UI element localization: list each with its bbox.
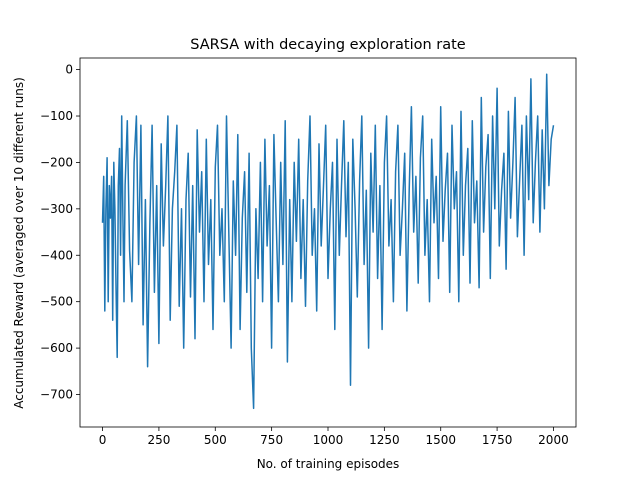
y-tick-label: −200 xyxy=(40,155,73,169)
x-axis-label: No. of training episodes xyxy=(257,457,400,471)
x-tick-label: 1750 xyxy=(482,433,513,447)
x-axis: 0 250 500 750 1000 1250 1500 1750 2000 xyxy=(99,427,569,447)
x-tick-label: 750 xyxy=(260,433,283,447)
y-tick-label: 0 xyxy=(65,63,73,77)
y-tick-label: −300 xyxy=(40,202,73,216)
y-tick-label: −100 xyxy=(40,109,73,123)
chart-title: SARSA with decaying exploration rate xyxy=(190,37,466,53)
y-tick-label: −400 xyxy=(40,248,73,262)
x-tick-label: 250 xyxy=(147,433,170,447)
series-line xyxy=(101,73,555,410)
x-tick-label: 1250 xyxy=(369,433,400,447)
x-tick-label: 1000 xyxy=(313,433,344,447)
x-tick-label: 2000 xyxy=(538,433,569,447)
y-axis-label: Accumulated Reward (averaged over 10 dif… xyxy=(12,77,26,409)
x-tick-label: 0 xyxy=(99,433,107,447)
x-tick-label: 1500 xyxy=(425,433,456,447)
plot-area xyxy=(101,73,555,410)
y-axis: 0 −100 −200 −300 −400 −500 −600 −700 xyxy=(40,63,80,402)
y-tick-label: −600 xyxy=(40,341,73,355)
y-tick-label: −500 xyxy=(40,295,73,309)
y-tick-label: −700 xyxy=(40,388,73,402)
axes-frame xyxy=(79,57,577,428)
x-tick-label: 500 xyxy=(204,433,227,447)
